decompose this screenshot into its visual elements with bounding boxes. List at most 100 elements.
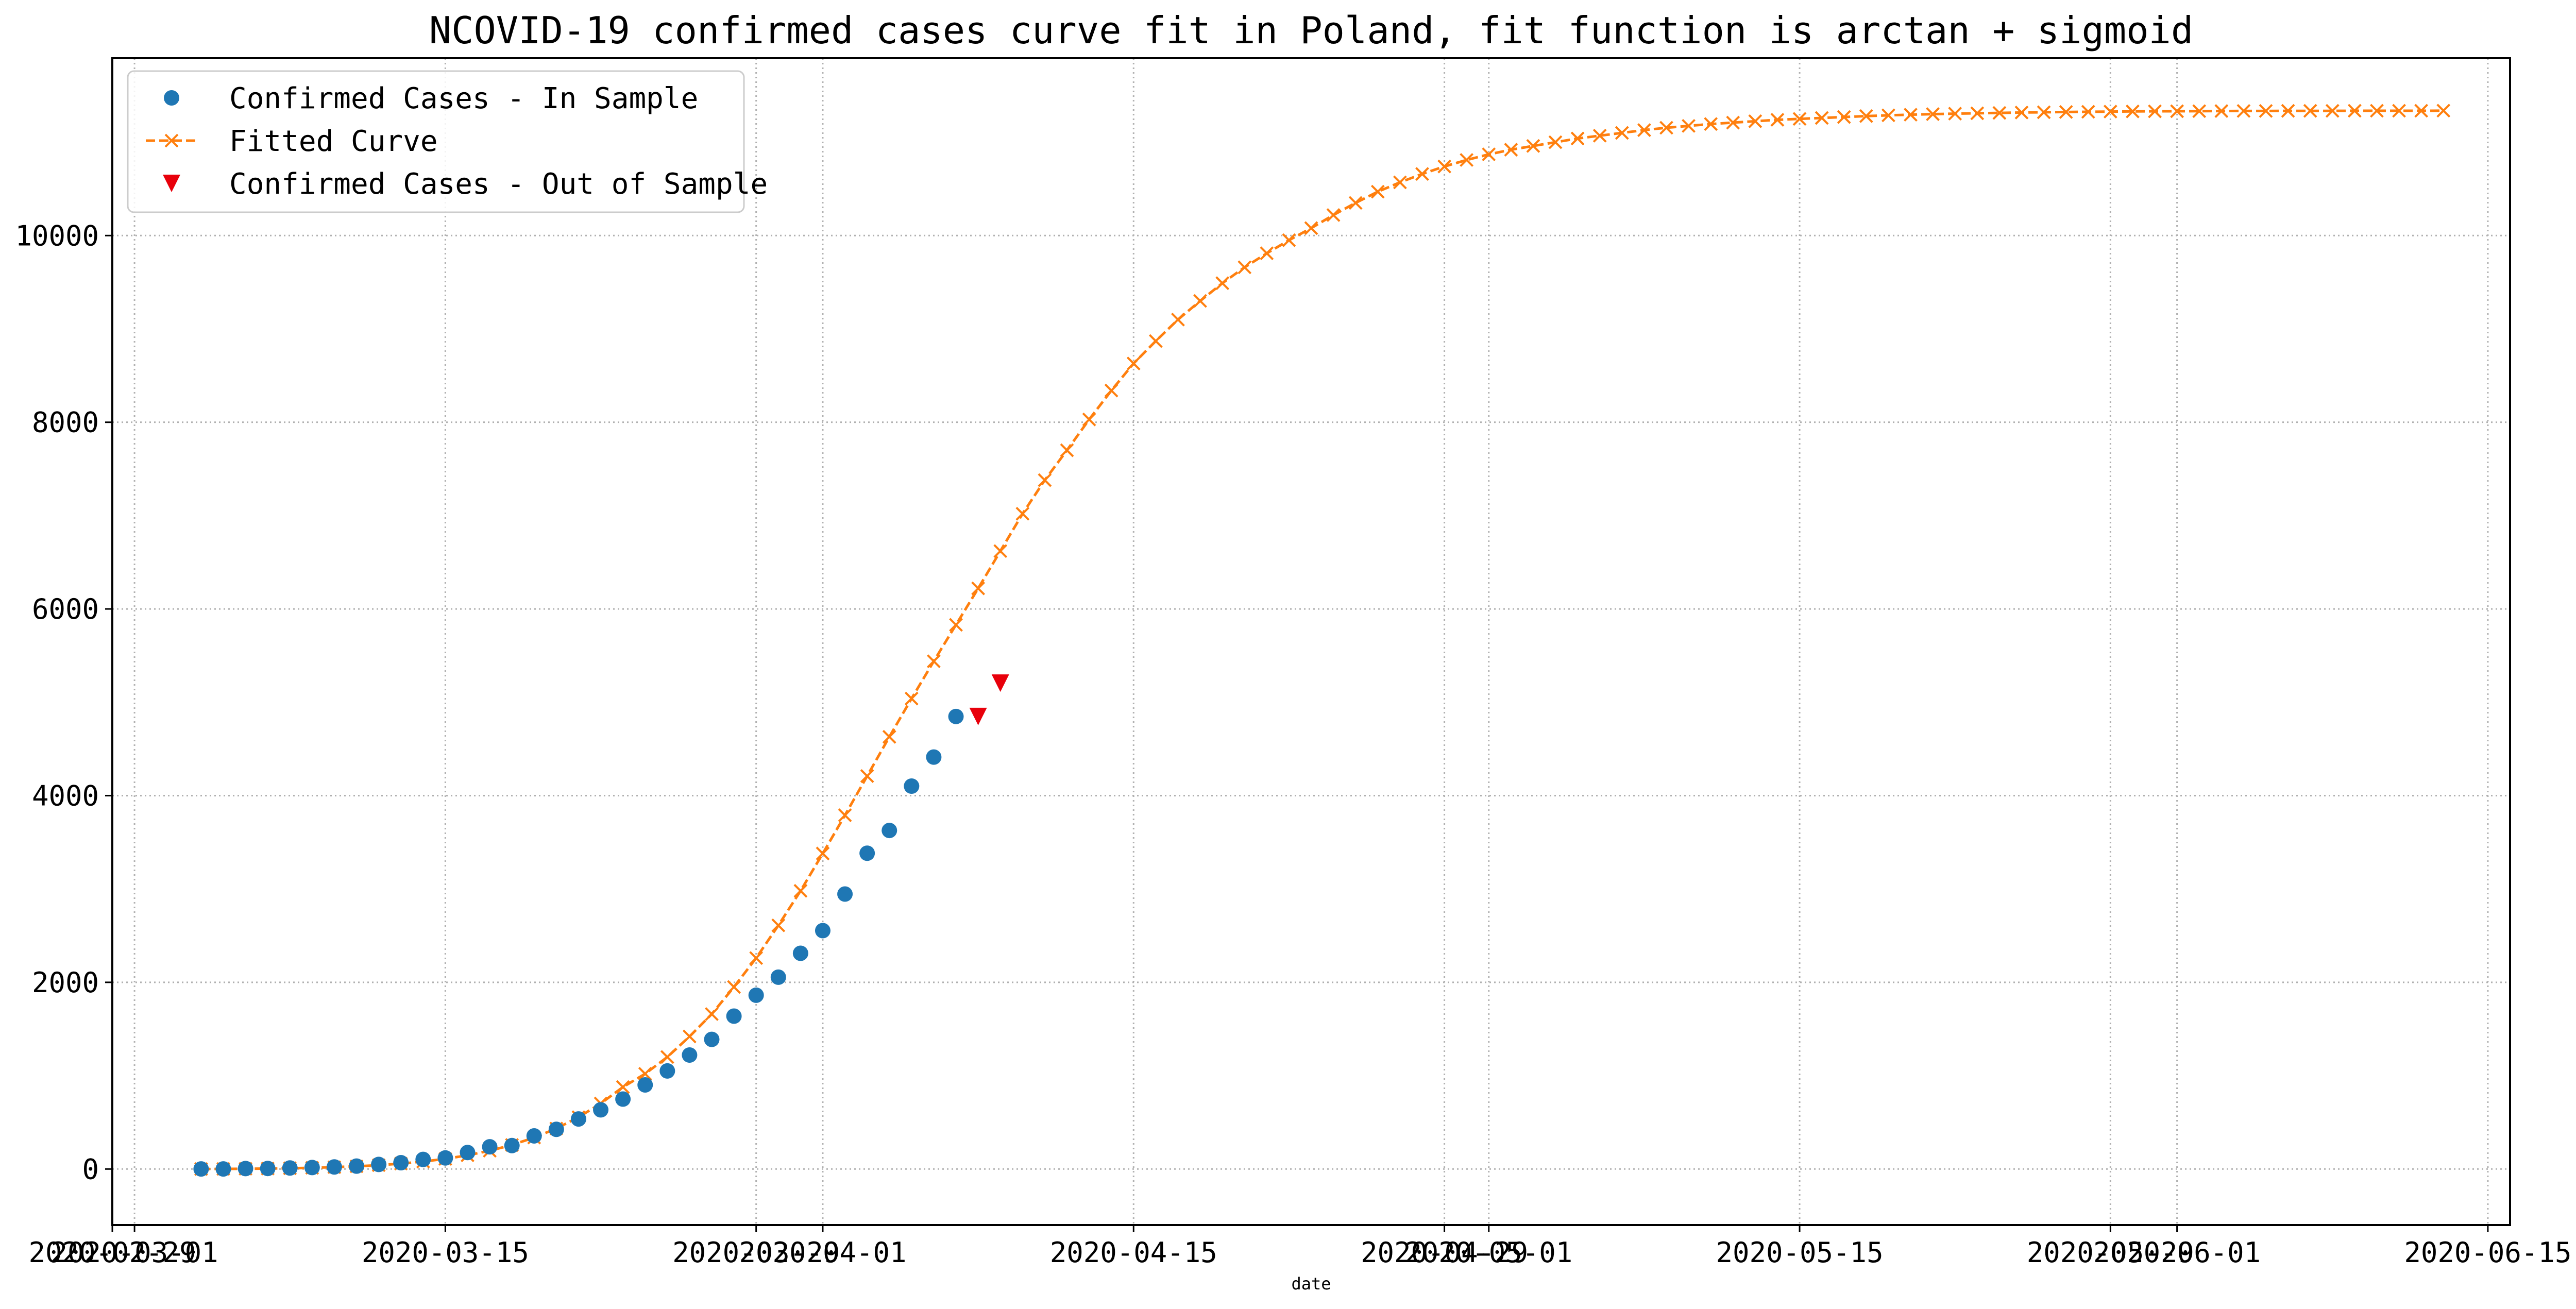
- in-sample-point: [815, 923, 831, 939]
- legend: Confirmed Cases - In Sample Fitted Curve C…: [127, 70, 768, 213]
- fitted-curve-point: [1482, 147, 1496, 162]
- fitted-curve-point: [771, 918, 786, 932]
- x-tick-label: 2020-04-15: [1050, 1236, 1217, 1269]
- x-tick-label: 2020-04-29: [1361, 1236, 1528, 1269]
- fitted-curve-point: [1637, 123, 1651, 137]
- in-sample-point: [682, 1047, 698, 1063]
- in-sample-point: [615, 1091, 631, 1107]
- fitted-curve-point: [1526, 139, 1540, 153]
- in-sample-point: [770, 969, 786, 985]
- in-sample-point: [482, 1139, 498, 1155]
- y-tick-label: 10000: [15, 219, 99, 252]
- fitted-curve-point: [1859, 109, 1873, 123]
- fitted-curve-point: [2170, 104, 2184, 118]
- out-of-sample-point: [991, 674, 1009, 692]
- fitted-curve-point: [1970, 106, 1985, 121]
- in-sample-point: [792, 945, 808, 961]
- y-tick-label: 6000: [32, 593, 99, 625]
- fitted-curve-point: [705, 1007, 719, 1021]
- fitted-curve-point: [1926, 107, 1940, 121]
- fitted-curve-point: [860, 769, 874, 783]
- fitted-curve-point: [1437, 159, 1451, 174]
- in-sample-point: [304, 1160, 320, 1176]
- fitted-curve-point: [1570, 131, 1585, 146]
- fitted-curve-point: [904, 691, 919, 706]
- fitted-curve-point: [2303, 104, 2317, 118]
- fitted-curve-point: [616, 1080, 630, 1094]
- fitted-curve-point: [2014, 106, 2029, 120]
- fitted-curve-point: [1504, 143, 1518, 157]
- fitted-curve-point: [1038, 473, 1052, 487]
- fitted-curve-point: [1060, 443, 1074, 457]
- legend-label-out-of-sample: Confirmed Cases - Out of Sample: [229, 167, 768, 201]
- fitted-curve-point: [660, 1050, 674, 1064]
- in-sample-point: [238, 1161, 253, 1177]
- fitted-curve-point: [1726, 115, 1740, 130]
- x-tick-label: 2020-06-01: [2093, 1236, 2261, 1269]
- legend-label-fitted: Fitted Curve: [229, 125, 438, 158]
- legend-marker-out-of-sample: [163, 175, 180, 192]
- fitted-curve-point: [1260, 246, 1274, 261]
- fitted-curve-point: [638, 1067, 652, 1081]
- fitted-curve-point: [1370, 184, 1385, 199]
- in-sample-point: [948, 708, 964, 724]
- fitted-curve-point: [1792, 112, 1807, 126]
- fitted-curve-point: [727, 980, 741, 994]
- in-sample-point: [859, 845, 875, 861]
- in-sample-point: [882, 823, 897, 839]
- fitted-curve-point: [1104, 383, 1118, 398]
- plot-frame: [111, 57, 2511, 1226]
- fitted-curve-point: [749, 951, 764, 965]
- x-tick-label: 2020-03-29: [672, 1236, 840, 1269]
- fitted-curve-point: [1682, 118, 1696, 133]
- in-sample-point: [215, 1161, 231, 1177]
- fitted-curve-point: [1215, 276, 1230, 291]
- fitted-curve-point: [2059, 105, 2073, 119]
- fitted-curve-point: [971, 581, 986, 596]
- in-sample-point: [570, 1111, 586, 1127]
- in-sample-point: [748, 987, 764, 1003]
- legend-label-in-sample: Confirmed Cases - In Sample: [229, 82, 698, 115]
- in-sample-point: [415, 1151, 431, 1167]
- fitted-curve-point: [1592, 128, 1607, 143]
- x-tick-label: 2020-02-29: [28, 1236, 196, 1269]
- fitted-curve-point: [1948, 107, 1962, 121]
- fitted-curve-point: [1238, 260, 1252, 275]
- in-sample-point: [704, 1031, 720, 1047]
- in-sample-point: [548, 1121, 564, 1137]
- y-tick-label: 4000: [32, 779, 99, 812]
- x-tick-label: 2020-04-01: [739, 1236, 906, 1269]
- fitted-curve-point: [2392, 104, 2406, 118]
- fitted-curve-point: [1881, 108, 1895, 123]
- x-tick-label: 2020-03-15: [362, 1236, 529, 1269]
- fitted-curve-point: [1837, 110, 1851, 124]
- fitted-curve-point: [1992, 106, 2007, 120]
- in-sample-point: [526, 1128, 542, 1144]
- fitted-curve-point: [1815, 111, 1829, 125]
- y-tick-label: 0: [82, 1153, 99, 1185]
- legend-marker-fitted-x: [164, 133, 179, 148]
- fitted-curve-point: [1393, 175, 1407, 190]
- fitted-curve-point: [1348, 196, 1363, 210]
- fitted-curve-point: [2192, 104, 2207, 118]
- fitted-curve-point: [1548, 135, 1563, 149]
- chart-title: NCOVID-19 confirmed cases curve fit in P…: [429, 9, 2193, 52]
- x-tick-label: 2020-03-01: [51, 1236, 218, 1269]
- fitted-curve-point: [1304, 221, 1318, 235]
- in-sample-point: [326, 1159, 342, 1175]
- fitted-curve-point: [1082, 412, 1096, 427]
- in-sample-point: [837, 886, 853, 902]
- in-sample-point: [460, 1145, 476, 1161]
- fitted-curve-point: [1704, 117, 1718, 131]
- fitted-curve-point: [2103, 105, 2117, 119]
- fitted-curve-point: [1748, 114, 1762, 128]
- fitted-curve-point: [1460, 153, 1474, 167]
- fitted-curve-point: [2037, 105, 2051, 120]
- series-layer: [193, 104, 2451, 1177]
- fitted-curve-point: [2414, 104, 2429, 118]
- in-sample-point: [726, 1008, 742, 1024]
- in-sample-point: [593, 1102, 609, 1118]
- fitted-curve-point: [682, 1029, 697, 1044]
- in-sample-point: [437, 1150, 453, 1166]
